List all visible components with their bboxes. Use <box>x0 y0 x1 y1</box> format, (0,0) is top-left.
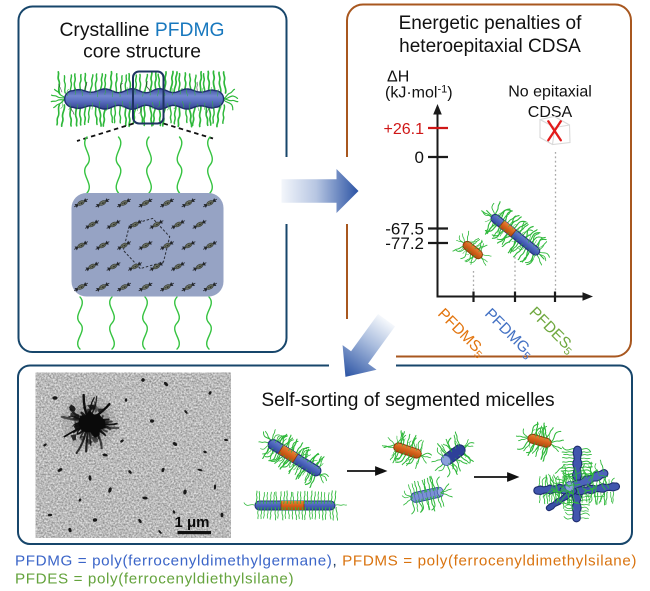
svg-text:Self-sorting of segmented mice: Self-sorting of segmented micelles <box>261 390 554 411</box>
svg-text:ΔH: ΔH <box>387 69 409 86</box>
svg-text:Energetic penalties of: Energetic penalties of <box>399 13 582 34</box>
svg-text:core structure: core structure <box>83 42 201 63</box>
svg-text:-67.5: -67.5 <box>385 220 424 239</box>
svg-text:CDSA: CDSA <box>528 104 573 121</box>
svg-text:heteroepitaxial CDSA: heteroepitaxial CDSA <box>399 36 581 57</box>
svg-text:Crystalline PFDMG: Crystalline PFDMG <box>60 20 225 41</box>
svg-text:0: 0 <box>415 148 424 167</box>
svg-text:+26.1: +26.1 <box>384 121 425 138</box>
svg-text:(kJ·mol-1): (kJ·mol-1) <box>385 84 453 102</box>
svg-text:No epitaxial: No epitaxial <box>508 84 592 101</box>
svg-text:PFDES = poly(ferrocenyldiethyl: PFDES = poly(ferrocenyldiethylsilane) <box>15 571 294 588</box>
svg-text:-77.2: -77.2 <box>385 234 424 253</box>
svg-text:PFDMG = poly(ferrocenyldimethy: PFDMG = poly(ferrocenyldimethylgermane),… <box>15 553 637 570</box>
svg-text:1 μm: 1 μm <box>175 514 210 531</box>
